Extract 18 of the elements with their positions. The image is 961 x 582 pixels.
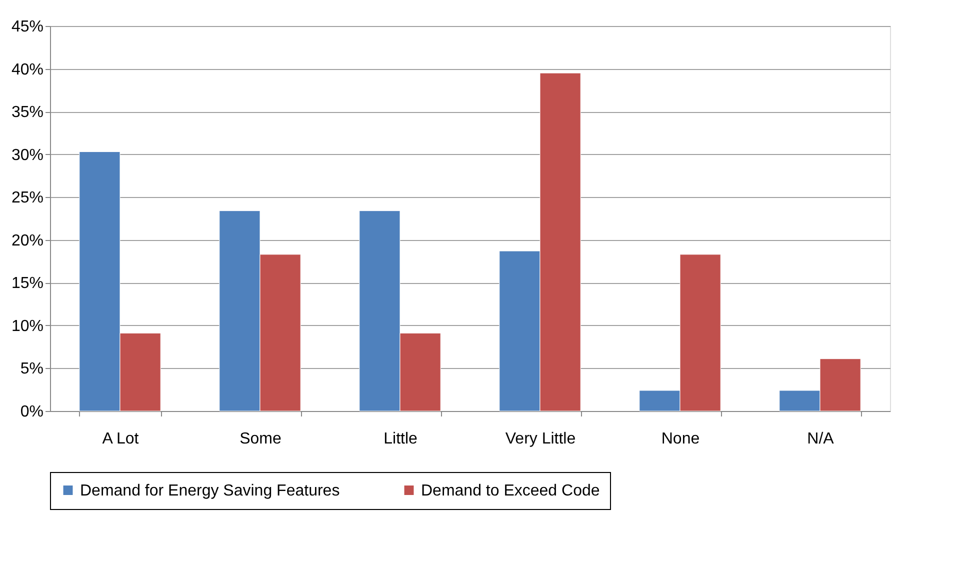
y-tick-label: 10% xyxy=(11,318,44,335)
x-tick-label: N/A xyxy=(807,430,834,448)
y-tick-label: 30% xyxy=(11,146,44,164)
x-tick-label: Very Little xyxy=(505,430,576,448)
x-tick-label: Little xyxy=(384,430,418,448)
y-tick-label: 25% xyxy=(11,190,44,207)
y-tick-label: 40% xyxy=(11,61,44,78)
x-tick-label: Some xyxy=(240,430,282,448)
x-tick-label: A Lot xyxy=(102,430,140,448)
y-tick-label: 5% xyxy=(20,360,44,378)
y-tick-label: 20% xyxy=(11,232,44,250)
x-tick-label: None xyxy=(661,430,700,448)
y-tick-label: 0% xyxy=(20,404,44,420)
y-tick-label: 15% xyxy=(11,275,44,292)
legend-label: Demand for Energy Saving Features xyxy=(80,482,340,500)
y-tick-label: 45% xyxy=(11,18,44,36)
legend-label: Demand to Exceed Code xyxy=(421,482,600,500)
y-tick-label: 35% xyxy=(11,104,44,122)
